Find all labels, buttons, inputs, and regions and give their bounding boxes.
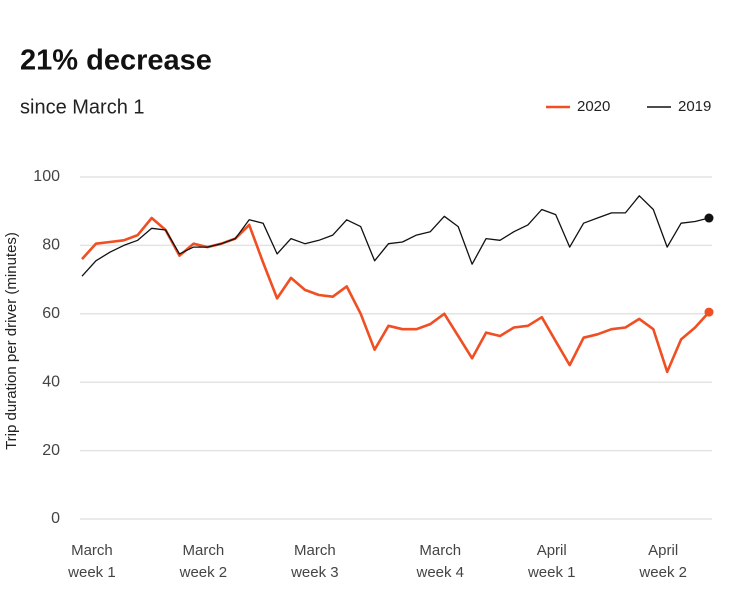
y-tick-label: 80 [42, 237, 60, 254]
legend-label: 2020 [577, 98, 610, 115]
y-tick-label: 100 [33, 168, 60, 185]
end-point [704, 307, 714, 317]
x-tick-label: March week 3 [291, 542, 339, 581]
chart-title: 21% decrease [20, 45, 212, 77]
y-tick-label: 40 [42, 373, 60, 390]
x-tick-label: April week 1 [527, 542, 576, 581]
line-2019 [81, 195, 710, 277]
y-axis-label: Trip duration per driver (minutes) [3, 232, 20, 450]
end-point [704, 213, 714, 223]
x-tick-label: March week 4 [416, 542, 465, 581]
line-2020 [81, 216, 710, 374]
legend-label: 2019 [678, 98, 711, 115]
y-tick-label: 0 [51, 510, 60, 527]
x-tick-label: March week 1 [68, 542, 116, 581]
y-tick-label: 60 [42, 305, 60, 322]
x-tick-label: March week 2 [179, 542, 228, 581]
y-tick-label: 20 [42, 442, 60, 459]
x-tick-label: April week 2 [639, 542, 687, 581]
chart-subtitle: since March 1 [20, 96, 145, 118]
